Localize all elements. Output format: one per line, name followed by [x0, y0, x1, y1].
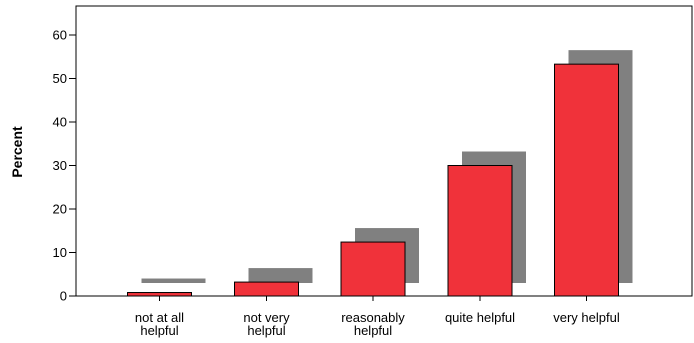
- x-category-label: not very helpful: [243, 310, 290, 338]
- y-axis: 0 10 20 30 40 50 60: [53, 28, 76, 304]
- y-tick-label: 20: [53, 202, 67, 217]
- bar-shadow: [248, 268, 313, 283]
- y-tick-label: 0: [60, 289, 67, 304]
- y-tick-label: 10: [53, 245, 67, 260]
- x-category-label: reasonably helpful: [341, 310, 405, 338]
- bar: [447, 165, 513, 297]
- x-category-label: not at all helpful: [135, 310, 184, 338]
- y-tick-label: 50: [53, 71, 67, 86]
- y-axis-title: Percent: [9, 126, 25, 178]
- bar: [127, 292, 192, 297]
- bar-shadow: [141, 278, 206, 283]
- y-tick-label: 40: [53, 115, 67, 130]
- x-category-label: very helpful: [553, 310, 620, 325]
- x-category-label: quite helpful: [445, 310, 515, 325]
- bar: [554, 63, 619, 297]
- bars: [127, 63, 619, 297]
- y-tick-label: 60: [53, 28, 67, 43]
- x-axis: not at all helpful not very helpful reasonab…: [135, 296, 620, 338]
- bar: [234, 281, 299, 297]
- y-tick-label: 30: [53, 158, 67, 173]
- bar: [340, 241, 406, 297]
